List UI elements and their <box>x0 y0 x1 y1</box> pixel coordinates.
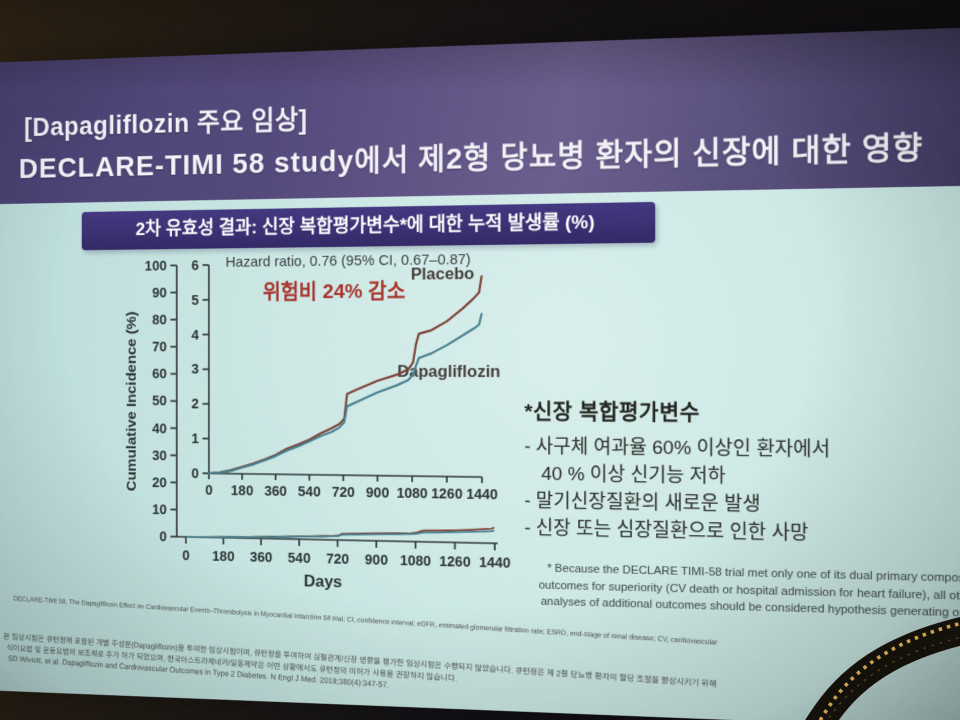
svg-text:100: 100 <box>145 257 167 273</box>
svg-text:50: 50 <box>152 393 167 409</box>
svg-text:360: 360 <box>264 482 287 499</box>
svg-text:40: 40 <box>152 420 167 436</box>
svg-text:1: 1 <box>191 430 199 446</box>
svg-text:0: 0 <box>159 528 167 544</box>
svg-text:1440: 1440 <box>466 485 498 502</box>
svg-text:60: 60 <box>152 366 167 382</box>
svg-text:4: 4 <box>191 326 199 342</box>
svg-text:1260: 1260 <box>439 553 471 570</box>
slide-title-line1: [Dapagliflozin 주요 임상] <box>24 105 308 142</box>
y-axis-title: Cumulative Incidence (%) <box>124 311 140 491</box>
definition-heading: *신장 복합평가변수 <box>524 400 700 425</box>
svg-text:80: 80 <box>152 311 167 327</box>
svg-text:0: 0 <box>191 465 199 481</box>
renal-composite-definition: *신장 복합평가변수 - 사구체 여과율 60% 이상인 환자에서 40 % 이… <box>524 395 960 551</box>
svg-text:10: 10 <box>152 501 167 517</box>
svg-text:1440: 1440 <box>479 553 511 570</box>
svg-text:0: 0 <box>205 482 213 498</box>
slide-title-band: [Dapagliflozin 주요 임상] DECLARE-TIMI 58 st… <box>0 25 960 205</box>
svg-text:180: 180 <box>231 482 254 499</box>
svg-text:5: 5 <box>191 292 199 308</box>
svg-text:720: 720 <box>332 483 355 500</box>
svg-text:70: 70 <box>152 339 167 355</box>
svg-text:900: 900 <box>366 484 389 501</box>
x-axis-title: Days <box>304 572 342 591</box>
placebo-curve-label: Placebo <box>411 265 474 284</box>
svg-text:900: 900 <box>365 551 388 568</box>
svg-text:0: 0 <box>182 547 190 563</box>
svg-text:2: 2 <box>191 396 199 412</box>
svg-text:1080: 1080 <box>400 552 431 569</box>
svg-text:180: 180 <box>212 548 235 565</box>
dapagliflozin-curve-label: Dapagliflozin <box>397 362 500 381</box>
svg-text:1080: 1080 <box>397 484 428 501</box>
asterisk-footnote: * Because the DECLARE TIMI-58 trial met … <box>538 562 960 621</box>
svg-text:20: 20 <box>152 474 167 490</box>
chart-canvas: Cumulative Incidence (%) Hazard ratio, 0… <box>124 252 511 592</box>
svg-text:6: 6 <box>191 257 199 273</box>
svg-text:360: 360 <box>250 548 273 565</box>
svg-text:540: 540 <box>298 483 321 500</box>
svg-text:720: 720 <box>326 550 349 567</box>
slide: [Dapagliflozin 주요 임상] DECLARE-TIMI 58 st… <box>0 25 960 720</box>
svg-text:540: 540 <box>288 549 311 566</box>
risk-reduction-annotation: 위험비 24% 감소 <box>263 279 406 304</box>
svg-text:90: 90 <box>152 284 167 300</box>
svg-text:30: 30 <box>152 447 167 463</box>
hazard-ratio-annotation: Hazard ratio, 0.76 (95% CI, 0.67–0.87) <box>226 252 471 271</box>
svg-text:3: 3 <box>191 361 199 377</box>
kaplan-meier-chart: Cumulative Incidence (%) Hazard ratio, 0… <box>109 234 545 622</box>
svg-text:1260: 1260 <box>431 485 463 502</box>
